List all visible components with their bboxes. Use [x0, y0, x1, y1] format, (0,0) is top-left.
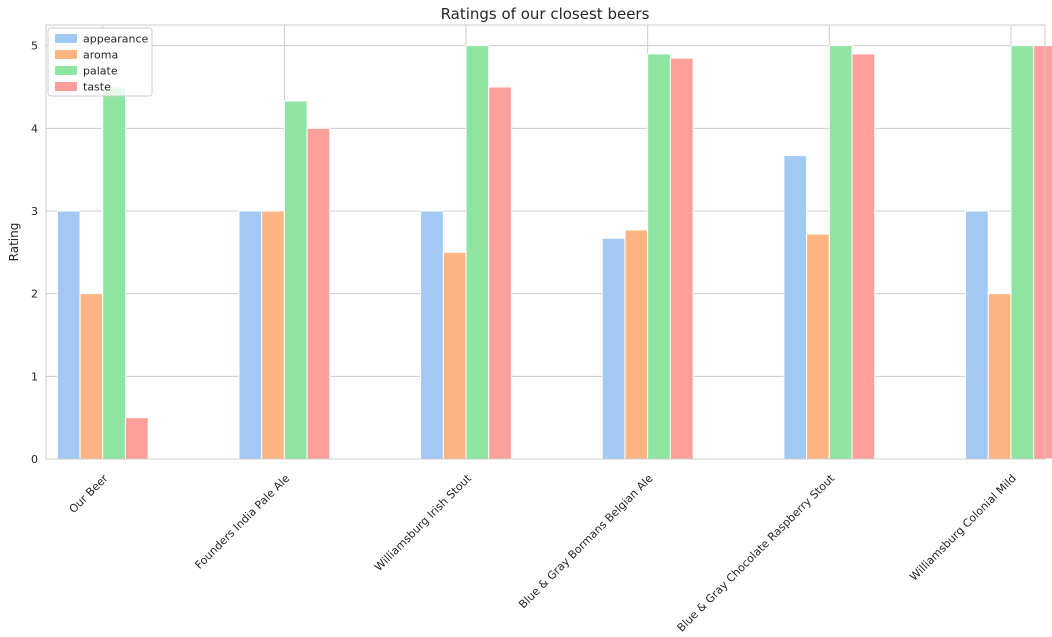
legend: appearance aroma palate taste — [47, 27, 153, 97]
y-tick-labels: 0 1 2 3 4 5 — [31, 40, 38, 466]
x-tick-label: Blue & Gray Chocolate Raspberry Stout — [675, 471, 838, 634]
chart-title: Ratings of our closest beers — [441, 5, 650, 23]
bar-aroma-2 — [442, 251, 467, 460]
x-tick-label: Blue & Gray Bormans Belgian Ale — [516, 472, 655, 611]
legend-label-palate: palate — [83, 65, 118, 78]
bar-palate-5 — [1010, 45, 1035, 460]
legend-label-appearance: appearance — [83, 33, 148, 46]
bar-taste-3 — [669, 57, 694, 460]
bar-taste-2 — [488, 86, 512, 460]
x-tick-label: Our Beer — [67, 471, 111, 515]
plot-frame — [45, 24, 1046, 460]
bar-palate-3 — [647, 53, 671, 460]
bar-appearance-0 — [56, 210, 81, 460]
y-tick-label: 2 — [31, 288, 38, 301]
bar-appearance-2 — [420, 210, 444, 460]
bar-palate-4 — [828, 45, 853, 460]
y-tick-label: 0 — [31, 453, 38, 466]
legend-swatch-palate — [55, 66, 77, 75]
bar-taste-4 — [851, 53, 876, 460]
bar-layer — [56, 45, 1052, 460]
legend-swatch-aroma — [55, 50, 77, 59]
y-axis-title: Rating — [7, 223, 21, 262]
y-tick-label: 1 — [31, 370, 38, 383]
bar-aroma-0 — [79, 293, 104, 460]
y-tick-label: 4 — [31, 122, 38, 135]
legend-swatch-appearance — [55, 34, 77, 43]
bar-taste-5 — [1033, 45, 1052, 460]
bar-palate-2 — [465, 45, 490, 460]
bar-aroma-4 — [806, 233, 830, 460]
x-tick-label: Williamsburg Irish Stout — [372, 471, 474, 573]
bar-aroma-3 — [624, 229, 649, 460]
bar-appearance-1 — [238, 210, 263, 460]
bar-appearance-4 — [783, 155, 808, 460]
bar-appearance-3 — [601, 237, 626, 460]
y-tick-label: 5 — [31, 40, 38, 53]
bar-appearance-5 — [965, 210, 989, 460]
plot-background — [46, 25, 1045, 459]
bar-taste-1 — [306, 127, 331, 460]
x-tick-label: Founders India Pale Ale — [192, 472, 292, 572]
legend-label-taste: taste — [83, 81, 111, 94]
bar-aroma-5 — [987, 293, 1012, 460]
bar-taste-0 — [124, 417, 149, 460]
x-tick-label: Williamsburg Colonial Mild — [907, 472, 1019, 584]
legend-frame — [47, 27, 153, 97]
bar-aroma-1 — [261, 210, 285, 460]
legend-swatch-taste — [55, 82, 77, 91]
x-tick-labels: Our Beer Founders India Pale Ale Williamsb… — [67, 471, 1019, 634]
bar-palate-0 — [102, 86, 126, 460]
bar-palate-1 — [283, 100, 308, 460]
legend-label-aroma: aroma — [83, 49, 118, 62]
y-tick-label: 3 — [31, 205, 38, 218]
